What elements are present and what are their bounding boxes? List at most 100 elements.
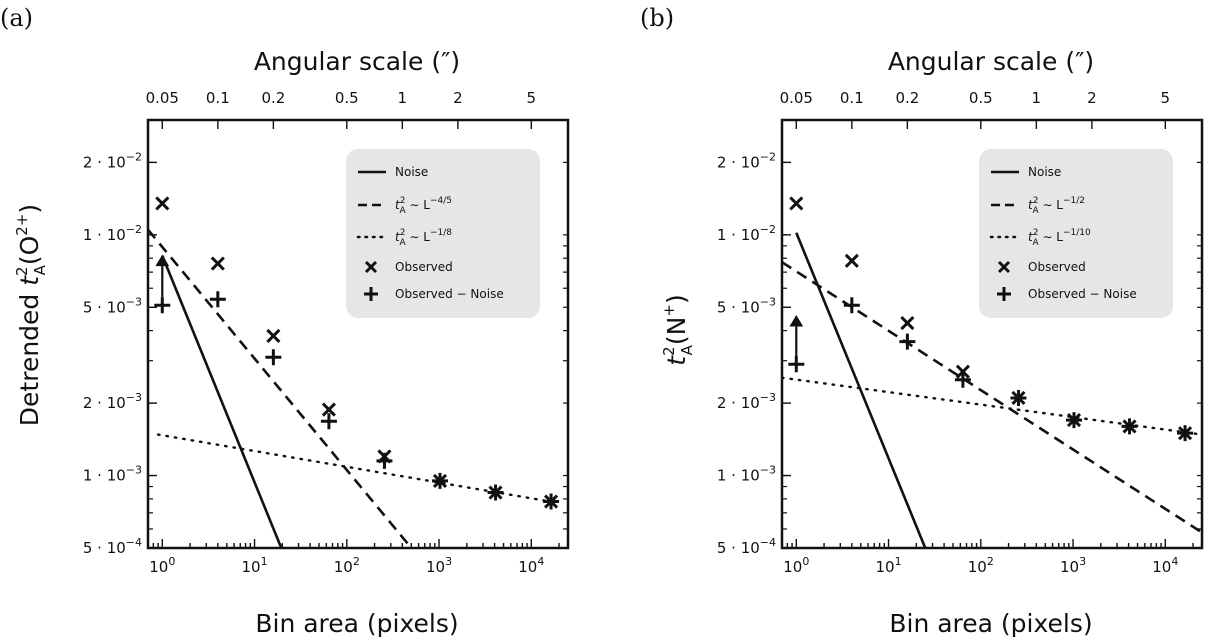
panel-a-ticks: 100 101 102 103 104 0.05 0.1 0.2 0.5 1 2 5 2 · 10−2 1… bbox=[83, 89, 568, 576]
panel-b-top-axis-title: Angular scale (″) bbox=[888, 47, 1094, 76]
panel-a-ylabel-sub: A bbox=[31, 264, 49, 275]
panel-a-observed-minus-noise-point bbox=[376, 452, 393, 469]
panel-b-y-tick-label: 1 · 10−2 bbox=[717, 223, 776, 244]
panel-b-fit-steep-line bbox=[782, 261, 1202, 534]
panel-a-x-tick-label: 103 bbox=[426, 555, 452, 576]
panel-b-ylabel-var: t bbox=[662, 355, 691, 366]
panel-a-observed-minus-noise-point bbox=[209, 291, 226, 308]
panel-b-top-tick-label: 0.5 bbox=[969, 89, 993, 107]
panel-a-observed-minus-noise-point bbox=[320, 413, 337, 430]
panel-a-y-axis-title: Detrended t2A(O2+) bbox=[13, 204, 49, 426]
panel-a-top-tick-label: 0.5 bbox=[335, 89, 359, 107]
panel-b-ylabel-sub: A bbox=[678, 344, 696, 355]
panel-a-noise-line bbox=[161, 255, 283, 548]
panel-b-y-tick-label: 5 · 10−4 bbox=[717, 536, 776, 557]
panel-a-top-tick-label: 0.05 bbox=[146, 89, 179, 107]
panel-a-ylabel-close: ) bbox=[15, 204, 44, 214]
panel-a-y-tick-label: 1 · 10−2 bbox=[83, 223, 142, 244]
panel-a-top-tick-label: 0.2 bbox=[261, 89, 285, 107]
panel-b-observed-minus-noise-point bbox=[1065, 412, 1082, 429]
panel-a-legend-noise: Noise bbox=[395, 165, 428, 179]
panel-a-ylabel-arg: (O bbox=[15, 236, 44, 265]
panel-b-noise-line bbox=[795, 232, 927, 548]
panel-b-legend-box bbox=[979, 149, 1173, 318]
panel-b-observed-minus-noise-point bbox=[1177, 425, 1194, 442]
panel-b-y-tick-label: 1 · 10−3 bbox=[717, 464, 776, 485]
panel-b-ticks: 100 101 102 103 104 0.05 0.1 0.2 0.5 1 2 5 2 · 10−2 1… bbox=[717, 89, 1202, 576]
panel-a-ylabel-var: t bbox=[15, 275, 44, 286]
panel-a-observed-point bbox=[155, 196, 170, 211]
panel-a-x-axis-title: Bin area (pixels) bbox=[255, 609, 458, 638]
panel-b-observed-point bbox=[955, 364, 970, 379]
panel-a-observed-point bbox=[321, 402, 336, 417]
panel-a-observed-minus-noise-point bbox=[154, 297, 171, 314]
panel-a-top-tick-label: 5 bbox=[527, 89, 537, 107]
panel-b-observed-minus-noise-point bbox=[788, 356, 805, 373]
panel-a-observed-point bbox=[266, 328, 281, 344]
panel-a-x-tick-label: 104 bbox=[518, 555, 544, 576]
panel-b-limit-arrow-head bbox=[789, 315, 804, 327]
panel-a-limit-arrow-head bbox=[155, 254, 170, 267]
panel-b-legend-noise: Noise bbox=[1028, 165, 1061, 179]
panel-a-legend-observed-minus-noise: Observed − Noise bbox=[395, 287, 504, 301]
panel-a-plot-area bbox=[148, 196, 560, 548]
panel-a-y-tick-label: 5 · 10−4 bbox=[83, 536, 142, 557]
panel-b: (b) Angular scale (″) Bin area (pixels) … bbox=[640, 4, 1204, 638]
panel-a-legend-box bbox=[346, 149, 540, 318]
panel-a-label: (a) bbox=[0, 4, 33, 32]
panel-b-x-tick-label: 103 bbox=[1060, 555, 1086, 576]
panel-b-observed-minus-noise-point bbox=[954, 371, 971, 388]
panel-a-top-tick-label: 0.1 bbox=[206, 89, 230, 107]
panel-b-marks bbox=[782, 196, 1202, 548]
panel-b-legend-observed-marker bbox=[997, 260, 1011, 274]
panel-b-ylabel-sup: 2 bbox=[660, 346, 678, 356]
panel-a-observed-minus-noise-point bbox=[431, 472, 448, 489]
panel-b-y-tick-label: 5 · 10−3 bbox=[717, 295, 776, 316]
panel-a-marks bbox=[148, 196, 560, 548]
panel-b-legend-obsnoise-marker bbox=[997, 287, 1011, 301]
panel-a-x-tick-label: 101 bbox=[241, 555, 267, 576]
panel-a-legend-fit1: t2 A ∼ L−4/5 bbox=[395, 196, 452, 216]
panel-b-top-tick-label: 0.2 bbox=[895, 89, 919, 107]
panel-a-y-tick-label: 2 · 10−2 bbox=[83, 150, 142, 171]
panel-a-fit-shallow-line bbox=[156, 433, 552, 503]
panel-b-ylabel-ion-sup: + bbox=[660, 304, 678, 317]
panel-b-label: (b) bbox=[640, 4, 674, 32]
panel-b-legend-fit1: t2 A ∼ L−1/2 bbox=[1028, 196, 1085, 216]
panel-a-top-axis-title: Angular scale (″) bbox=[254, 47, 460, 76]
panel-b-fit-shallow-line bbox=[782, 376, 1202, 436]
panel-b-observed-minus-noise-point bbox=[1010, 389, 1027, 406]
panel-b-plot-area bbox=[782, 196, 1202, 548]
panel-a-top-tick-label: 2 bbox=[453, 89, 463, 107]
panel-a-y-tick-label: 2 · 10−3 bbox=[83, 391, 142, 412]
panel-b-observed-point bbox=[844, 253, 859, 268]
panel-b-x-tick-label: 100 bbox=[783, 555, 809, 576]
panel-b-legend: Noise t2 A ∼ L−1/2 t2 A ∼ L−1/10 Observed … bbox=[979, 149, 1173, 318]
panel-b-x-tick-label: 102 bbox=[968, 555, 994, 576]
panel-a-observed-minus-noise-point bbox=[265, 349, 282, 366]
panel-b-y-tick-label: 2 · 10−2 bbox=[717, 150, 776, 171]
panel-b-frame bbox=[780, 118, 1204, 550]
panel-a-legend-obsnoise-marker bbox=[364, 287, 378, 301]
panel-b-observed-point bbox=[900, 316, 915, 331]
panel-a-ylabel-prefix: Detrended bbox=[15, 286, 44, 426]
panel-b-observed-minus-noise-point bbox=[1121, 418, 1138, 435]
panel-b-top-tick-label: 0.05 bbox=[780, 89, 813, 107]
panel-b-legend-observed: Observed bbox=[1028, 260, 1086, 274]
panel-b-top-tick-label: 0.1 bbox=[840, 89, 864, 107]
panel-b-x-tick-label: 104 bbox=[1152, 555, 1178, 576]
panel-a-y-tick-label: 5 · 10−3 bbox=[83, 295, 142, 316]
panel-a-observed-minus-noise-point bbox=[543, 493, 560, 510]
panel-a-legend-observed: Observed bbox=[395, 260, 453, 274]
panel-b-top-tick-label: 1 bbox=[1032, 89, 1042, 107]
panel-a-x-tick-label: 102 bbox=[334, 555, 360, 576]
panel-a-legend: Noise t2 A ∼ L−4/5 t2 A ∼ L−1/8 Observed O… bbox=[346, 149, 540, 318]
panel-a-ylabel-sup: 2 bbox=[13, 266, 31, 276]
panel-a-y-tick-label: 1 · 10−3 bbox=[83, 464, 142, 485]
panel-a: (a) Angular scale (″) Bin area (pixels) … bbox=[0, 4, 570, 638]
panel-b-y-axis-title: t2A(N+) bbox=[660, 294, 696, 365]
panel-a-legend-observed-marker bbox=[364, 260, 378, 274]
panel-b-top-tick-label: 5 bbox=[1161, 89, 1171, 107]
panel-b-x-axis-title: Bin area (pixels) bbox=[889, 609, 1092, 638]
